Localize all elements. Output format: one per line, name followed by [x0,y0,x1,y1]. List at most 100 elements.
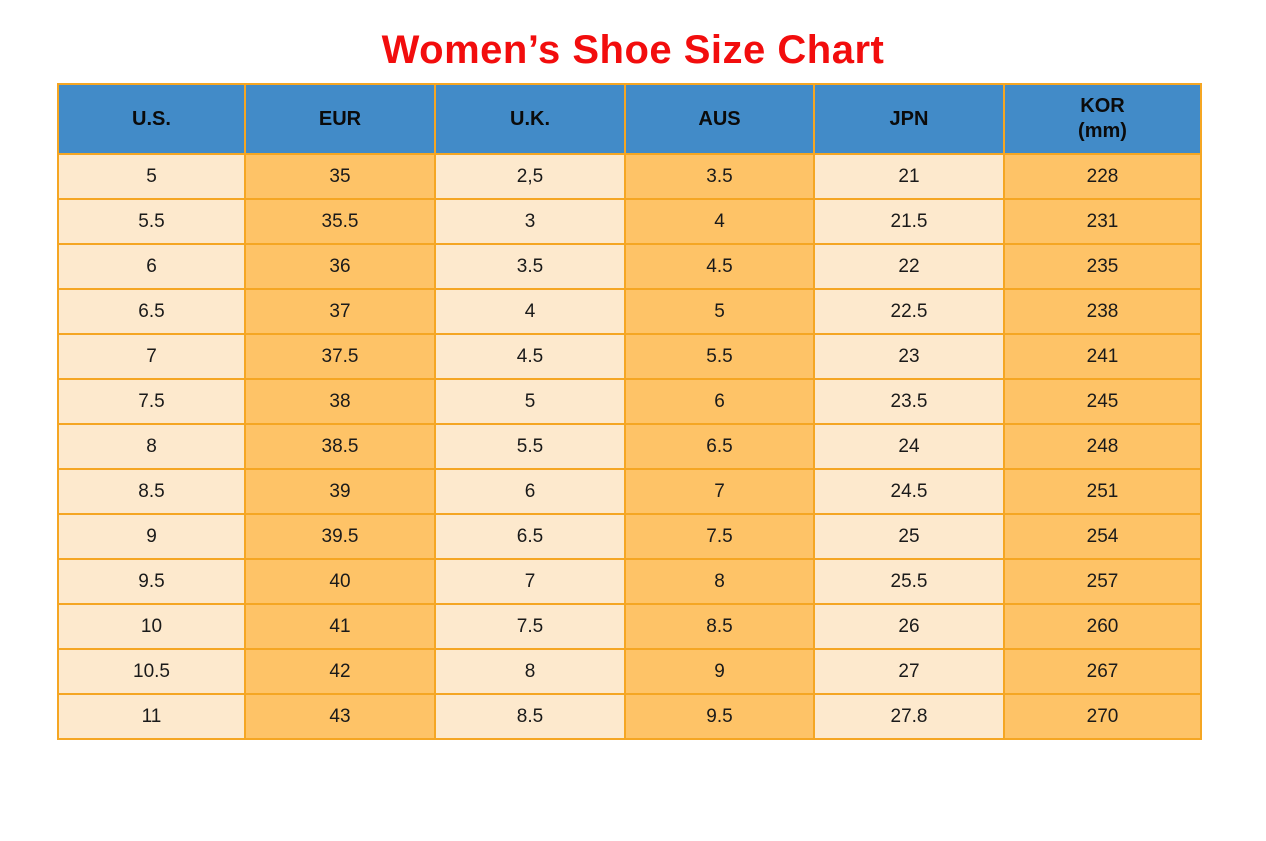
table-row: 11 43 8.5 9.5 27.8 270 [57,693,1202,740]
table-cell: 6.5 [57,288,246,335]
table-cell: 9.5 [624,693,815,740]
table-cell: 5.5 [624,333,815,380]
table-cell: 8 [57,423,246,470]
header-row: U.S. EUR U.K. AUS JPN KOR (mm) [57,83,1202,155]
table-cell: 4 [624,198,815,245]
column-header-eur: EUR [244,83,436,155]
table-cell: 7.5 [57,378,246,425]
table-cell: 25.5 [813,558,1005,605]
table-cell: 10 [57,603,246,650]
table-cell: 40 [244,558,436,605]
shoe-size-table: U.S. EUR U.K. AUS JPN KOR (mm) 5 35 2,5 3.5 21 228 5… [57,83,1202,740]
table-cell: 41 [244,603,436,650]
table-cell: 8 [434,648,626,695]
table-header: U.S. EUR U.K. AUS JPN KOR (mm) [57,83,1202,155]
table-cell: 25 [813,513,1005,560]
table-cell: 21.5 [813,198,1005,245]
table-row: 9 39.5 6.5 7.5 25 254 [57,513,1202,560]
table-cell: 27 [813,648,1005,695]
table-cell: 2,5 [434,153,626,200]
table-cell: 8.5 [624,603,815,650]
table-cell: 8.5 [57,468,246,515]
table-cell: 42 [244,648,436,695]
table-cell: 231 [1003,198,1202,245]
table-cell: 21 [813,153,1005,200]
table-row: 6 36 3.5 4.5 22 235 [57,243,1202,290]
table-cell: 6 [624,378,815,425]
table-cell: 7 [624,468,815,515]
table-cell: 37.5 [244,333,436,380]
table-cell: 9 [624,648,815,695]
table-cell: 37 [244,288,436,335]
table-cell: 23.5 [813,378,1005,425]
table-cell: 6.5 [624,423,815,470]
table-cell: 9.5 [57,558,246,605]
column-header-u-s: U.S. [57,83,246,155]
column-header-jpn: JPN [813,83,1005,155]
table-row: 5 35 2,5 3.5 21 228 [57,153,1202,200]
table-cell: 267 [1003,648,1202,695]
table-cell: 3.5 [434,243,626,290]
table-cell: 4.5 [434,333,626,380]
table-row: 10 41 7.5 8.5 26 260 [57,603,1202,650]
column-header-label: EUR [318,107,362,130]
table-cell: 3 [434,198,626,245]
table-cell: 6 [57,243,246,290]
table-cell: 39.5 [244,513,436,560]
table-cell: 251 [1003,468,1202,515]
table-row: 6.5 37 4 5 22.5 238 [57,288,1202,335]
table-cell: 23 [813,333,1005,380]
column-header-aus: AUS [624,83,815,155]
table-cell: 5 [624,288,815,335]
table-cell: 238 [1003,288,1202,335]
column-header-label: JPN [889,107,929,130]
table-cell: 7 [57,333,246,380]
table-cell: 38.5 [244,423,436,470]
table-cell: 5.5 [434,423,626,470]
page-title: Women’s Shoe Size Chart [381,28,885,72]
column-header-label: U.K. [510,107,550,130]
table-cell: 260 [1003,603,1202,650]
table-row: 5.5 35.5 3 4 21.5 231 [57,198,1202,245]
table-cell: 270 [1003,693,1202,740]
table-cell: 11 [57,693,246,740]
table-cell: 6.5 [434,513,626,560]
table-cell: 43 [244,693,436,740]
table-cell: 22 [813,243,1005,290]
table-cell: 3.5 [624,153,815,200]
table-cell: 6 [434,468,626,515]
table-cell: 22.5 [813,288,1005,335]
table-row: 7 37.5 4.5 5.5 23 241 [57,333,1202,380]
column-header-u-k: U.K. [434,83,626,155]
table-cell: 5 [57,153,246,200]
table-cell: 5.5 [57,198,246,245]
table-cell: 248 [1003,423,1202,470]
table-cell: 235 [1003,243,1202,290]
table-cell: 7.5 [624,513,815,560]
table-cell: 24.5 [813,468,1005,515]
table-cell: 35 [244,153,436,200]
column-header-label: AUS [698,107,741,130]
table-row: 10.5 42 8 9 27 267 [57,648,1202,695]
table-cell: 24 [813,423,1005,470]
table-cell: 245 [1003,378,1202,425]
table-row: 7.5 38 5 6 23.5 245 [57,378,1202,425]
table-cell: 4 [434,288,626,335]
table-cell: 8 [624,558,815,605]
column-header-kor-mm: KOR (mm) [1003,83,1202,155]
column-header-sublabel: (mm) [1078,120,1127,142]
table-body: 5 35 2,5 3.5 21 228 5.5 35.5 3 4 21.5 231 6 36 3.5 4.5 2… [57,153,1202,740]
table-cell: 241 [1003,333,1202,380]
table-cell: 5 [434,378,626,425]
table-cell: 26 [813,603,1005,650]
table-cell: 10.5 [57,648,246,695]
table-cell: 7.5 [434,603,626,650]
table-cell: 8.5 [434,693,626,740]
table-cell: 7 [434,558,626,605]
table-row: 8 38.5 5.5 6.5 24 248 [57,423,1202,470]
table-cell: 35.5 [244,198,436,245]
column-header-label: KOR [1080,95,1125,117]
table-row: 8.5 39 6 7 24.5 251 [57,468,1202,515]
table-cell: 27.8 [813,693,1005,740]
